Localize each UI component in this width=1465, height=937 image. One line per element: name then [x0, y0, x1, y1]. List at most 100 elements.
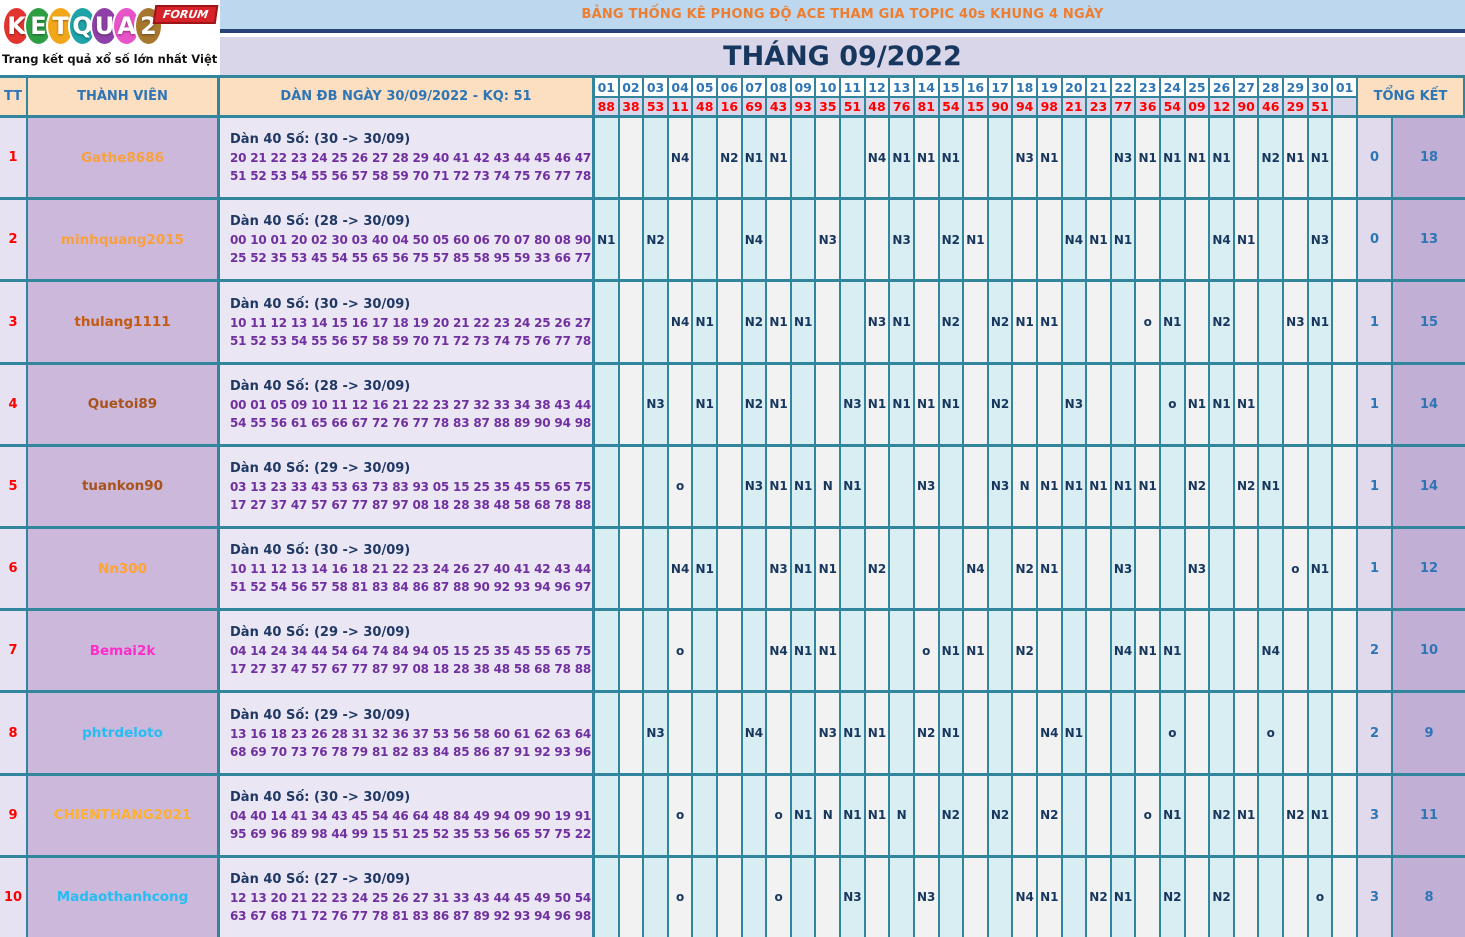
mark-cell-empty — [1210, 611, 1235, 691]
mark-cell-N1: N1 — [767, 282, 792, 362]
mark-cell-empty — [1234, 611, 1260, 691]
mark-cell-empty — [1013, 693, 1038, 773]
dan-cell: Dàn 40 Số: (30 -> 30/09) 10 11 12 13 14 1… — [220, 529, 595, 609]
mark-cell-N3: N3 — [644, 693, 669, 773]
mark-cell-N1: N1 — [791, 282, 817, 362]
dan-numbers-line1: 04 40 14 41 34 43 45 54 46 64 48 84 49 9… — [230, 808, 592, 823]
mark-cell-N1: N1 — [1111, 857, 1137, 937]
mark-cell-N4: N4 — [668, 282, 694, 362]
mark-cell-o: o — [914, 611, 940, 691]
mark-cell-empty — [841, 529, 866, 609]
mark-cell-o: o — [668, 775, 694, 855]
total-hit-count: 11 — [1393, 775, 1465, 855]
mark-cell-empty — [939, 857, 965, 937]
page-title-banner: BẢNG THỐNG KÊ PHONG ĐỘ ACE THAM GIA TOPI… — [220, 0, 1465, 33]
mark-cell-N4: N4 — [742, 693, 768, 773]
mark-cell-empty — [1210, 446, 1235, 527]
mark-cell-N1: N1 — [1087, 446, 1112, 527]
day-column: 02 38 — [619, 78, 645, 115]
mark-cell-empty — [1087, 282, 1112, 362]
total-hit-count: 15 — [1393, 282, 1465, 362]
mark-cell-N1: N1 — [841, 775, 866, 855]
day-header-label: 01 — [595, 78, 618, 98]
mark-cell-N1: N1 — [1013, 282, 1038, 362]
mark-cell-empty — [718, 775, 743, 855]
mark-cell-empty — [595, 364, 620, 444]
mark-cell-empty — [1185, 693, 1211, 773]
mark-cell-empty — [1333, 118, 1356, 198]
marks-cells: o N4 N1 N1 o N1 N1 N2 N4 N1 N1 N4 — [595, 611, 1356, 691]
row-index: 8 — [0, 693, 28, 773]
member-row: 7 Bemai2k Dàn 40 Số: (29 -> 30/09) 04 14 24… — [0, 611, 1465, 694]
day-column: 23 36 — [1136, 78, 1162, 115]
mark-cell-empty — [1259, 775, 1285, 855]
dan-numbers-line2: 68 69 70 73 76 78 79 81 82 83 84 85 86 8… — [230, 744, 595, 759]
mark-cell-empty — [914, 282, 940, 362]
mark-cell-N3: N3 — [841, 857, 866, 937]
member-row: 4 Quetoi89 Dàn 40 Số: (28 -> 30/09) 00 01 0… — [0, 364, 1465, 447]
mark-cell-N1: N1 — [1185, 118, 1211, 198]
day-result-value: 53 — [644, 98, 667, 115]
mark-cell-N3: N3 — [1111, 529, 1137, 609]
dan-cell: Dàn 40 Số: (27 -> 30/09) 12 13 20 21 22 2… — [220, 857, 595, 937]
day-column: 24 54 — [1161, 78, 1186, 115]
dan-cell: Dàn 40 Số: (29 -> 30/09) 03 13 23 33 43 5… — [220, 446, 595, 527]
mark-cell-empty — [1062, 282, 1088, 362]
mark-cell-empty — [1259, 282, 1285, 362]
day-header-label: 10 — [816, 78, 840, 98]
day-header-label: 05 — [693, 78, 717, 98]
mark-cell-empty — [693, 857, 719, 937]
mark-cell-empty — [1234, 857, 1260, 937]
dan-numbers-line1: 03 13 23 33 43 53 63 73 83 93 05 15 25 3… — [230, 479, 592, 494]
mark-cell-N2: N2 — [988, 775, 1014, 855]
day-header-label: 19 — [1037, 78, 1061, 98]
mark-cell-empty — [865, 857, 891, 937]
day-header-label: 08 — [767, 78, 790, 98]
day-header-label: 04 — [668, 78, 692, 98]
mark-cell-N1: N1 — [939, 611, 965, 691]
mark-cell-empty — [1308, 446, 1334, 527]
mark-cell-empty — [693, 693, 719, 773]
day-column: 20 21 — [1062, 78, 1088, 115]
mark-cell-empty — [1333, 857, 1356, 937]
marks-cells: o o N3 N3 N4 N1 N2 N1 N2 N2 o — [595, 857, 1356, 937]
mark-cell-N4: N4 — [1062, 200, 1088, 280]
mark-cell-empty — [939, 446, 965, 527]
mark-cell-empty — [644, 282, 669, 362]
day-result-value: 43 — [767, 98, 790, 115]
mark-cell-N2: N2 — [1259, 118, 1285, 198]
mark-cell-empty — [865, 611, 891, 691]
mark-cell-empty — [1037, 200, 1063, 280]
mark-cell-empty — [1284, 611, 1309, 691]
mark-cell-empty — [668, 693, 694, 773]
mark-cell-N2: N2 — [865, 529, 891, 609]
mark-cell-N4: N4 — [742, 200, 768, 280]
mark-cell-empty — [1234, 693, 1260, 773]
day-column: 11 51 — [841, 78, 866, 115]
mark-cell-N1: N1 — [964, 200, 989, 280]
mark-cell-empty — [1087, 364, 1112, 444]
day-column: 18 94 — [1013, 78, 1038, 115]
total-miss-count: 2 — [1356, 693, 1393, 773]
mark-cell-empty — [1111, 693, 1137, 773]
mark-cell-empty — [964, 775, 989, 855]
day-result-value: 23 — [1087, 98, 1110, 115]
mark-cell-empty — [693, 611, 719, 691]
mark-cell-empty — [1333, 611, 1356, 691]
mark-cell-empty — [1136, 529, 1162, 609]
mark-cell-N1: N1 — [693, 364, 719, 444]
mark-cell-N1: N1 — [890, 282, 915, 362]
dan-title: Dàn 40 Số: (30 -> 30/09) — [230, 296, 411, 312]
mark-cell-N: N — [890, 775, 915, 855]
day-header-label: 15 — [939, 78, 963, 98]
forum-badge: FORUM — [152, 5, 219, 24]
mark-cell-N1: N1 — [1037, 282, 1063, 362]
mark-cell-N2: N2 — [1210, 857, 1235, 937]
dan-cell: Dàn 40 Số: (30 -> 30/09) 20 21 22 23 24 2… — [220, 118, 595, 198]
mark-cell-N1: N1 — [791, 529, 817, 609]
mark-cell-empty — [1185, 775, 1211, 855]
dan-title: Dàn 40 Số: (30 -> 30/09) — [230, 132, 411, 148]
day-column: 04 11 — [668, 78, 694, 115]
dan-numbers-line2: 25 52 35 53 45 54 55 65 56 75 57 85 58 9… — [230, 251, 595, 266]
mark-cell-empty — [1136, 693, 1162, 773]
